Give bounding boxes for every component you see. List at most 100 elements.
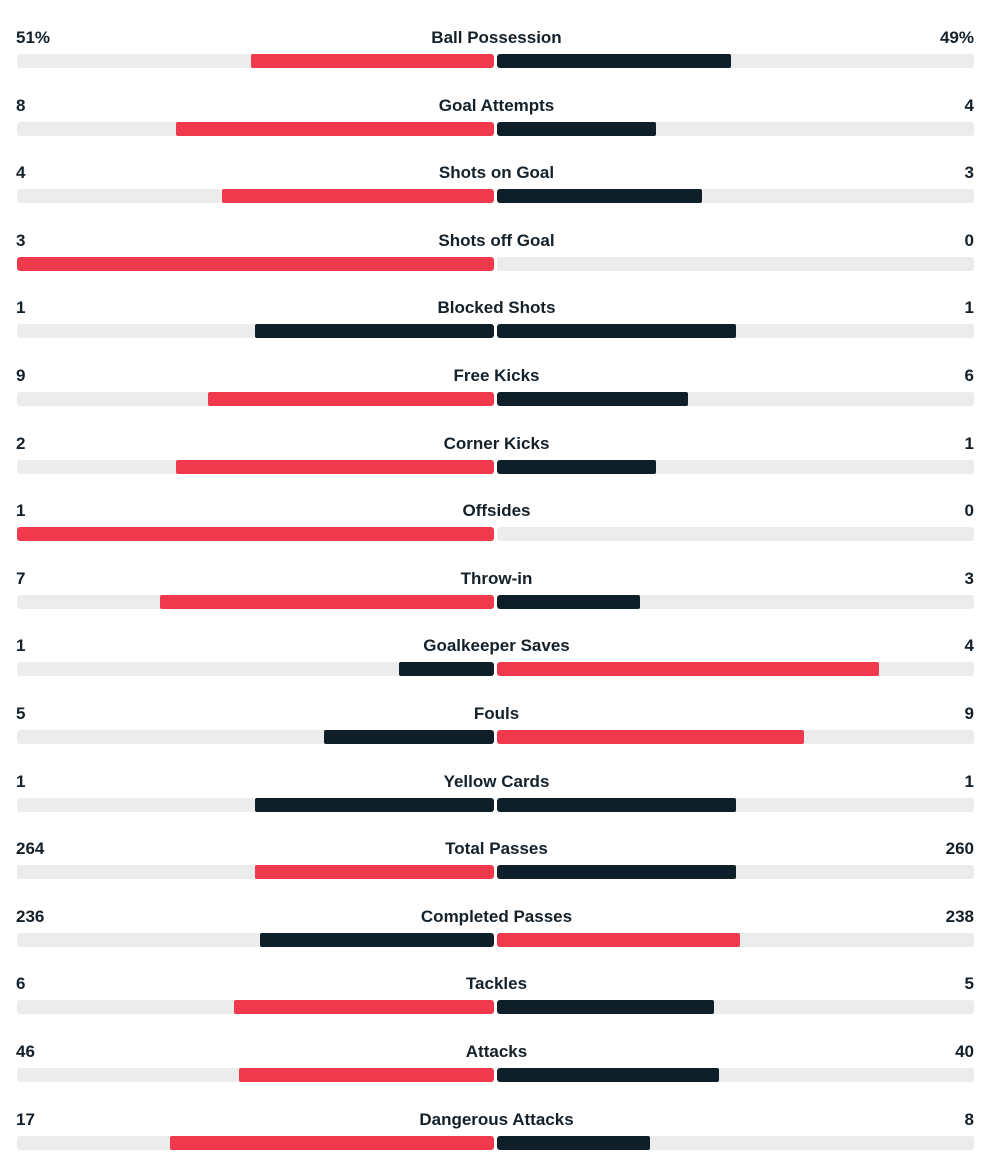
home-track [17,662,494,677]
away-bar [497,1135,650,1150]
stat-label: Completed Passes [420,906,573,926]
home-bar [222,189,494,204]
away-track [497,1000,974,1015]
away-value: 5 [964,974,974,994]
away-track [497,865,974,880]
stat-row: 9 Free Kicks 6 [0,349,993,409]
stat-label: Shots on Goal [438,163,555,183]
stat-row: 2 Corner Kicks 1 [0,417,993,477]
away-bar [497,1000,714,1015]
away-bar [497,865,736,880]
home-track [17,324,494,339]
home-bar [251,54,494,68]
away-value: 1 [964,433,974,453]
stat-label: Tackles [465,974,528,994]
stat-label: Corner Kicks [443,433,550,453]
home-value: 9 [16,366,26,385]
away-bar [497,662,879,677]
home-track [17,730,494,744]
home-value: 51% [16,28,51,47]
home-value: 6 [16,974,26,994]
away-track [497,189,974,204]
away-value: 6 [964,366,974,385]
stat-row: 4 Shots on Goal 3 [0,146,993,206]
home-value: 8 [16,95,26,115]
away-track [497,527,974,542]
home-track [17,256,494,271]
away-bar [497,932,740,947]
away-value: 3 [964,163,974,183]
away-bar [497,324,736,339]
home-bar [170,1135,494,1150]
home-track [17,459,494,474]
stat-label: Throw-in [460,568,533,588]
away-bar [497,121,656,136]
home-track [17,1068,494,1082]
home-track [17,797,494,812]
away-track [497,932,974,947]
home-bar [239,1068,494,1082]
home-value: 1 [16,636,26,656]
away-value: 3 [964,568,974,588]
away-track [497,662,974,677]
stat-label: Ball Possession [431,28,562,47]
away-track [497,1135,974,1150]
away-track [497,392,974,406]
away-track [497,256,974,271]
home-value: 5 [16,704,26,723]
home-track [17,54,494,68]
home-track [17,594,494,609]
stat-row: 5 Fouls 9 [0,687,993,747]
home-track [17,189,494,204]
home-track [17,1000,494,1015]
stat-row: 264 Total Passes 260 [0,822,993,882]
stat-row: 1 Blocked Shots 1 [0,281,993,341]
stat-row: 46 Attacks 40 [0,1025,993,1085]
away-bar [497,392,688,406]
home-bar [234,1000,494,1015]
home-value: 17 [16,1109,35,1129]
home-bar [255,865,494,880]
home-bar [255,324,494,339]
home-bar [208,392,494,406]
stat-label: Goalkeeper Saves [423,636,570,656]
stat-row: 236 Completed Passes 238 [0,890,993,950]
home-track [17,121,494,136]
away-track [497,121,974,136]
home-bar [176,121,494,136]
home-track [17,865,494,880]
stat-label: Offsides [462,501,531,521]
home-value: 3 [16,230,26,250]
home-track [17,527,494,542]
stat-label: Dangerous Attacks [419,1109,574,1129]
stat-label: Shots off Goal [438,230,555,250]
away-bar [497,459,656,474]
home-value: 1 [16,501,26,521]
home-value: 4 [16,163,26,183]
home-bar [324,730,494,744]
home-track [17,1135,494,1150]
home-bar [255,797,494,812]
away-bar [497,1068,719,1082]
away-bar [497,797,736,812]
away-track [497,54,974,68]
stat-label: Free Kicks [453,366,540,385]
away-track [497,324,974,339]
away-value: 1 [964,298,974,318]
away-bar [497,189,702,204]
stat-row: 3 Shots off Goal 0 [0,214,993,274]
stat-label: Fouls [473,704,520,723]
away-value: 8 [964,1109,974,1129]
stat-label: Blocked Shots [437,298,556,318]
stat-label: Goal Attempts [438,95,555,115]
away-bar [497,594,640,609]
away-track [497,1068,974,1082]
away-value: 4 [964,636,974,656]
home-value: 46 [16,1042,35,1061]
away-track [497,594,974,609]
away-value: 9 [964,704,974,723]
away-value: 40 [955,1042,974,1061]
home-value: 236 [16,906,45,926]
away-track [497,459,974,474]
